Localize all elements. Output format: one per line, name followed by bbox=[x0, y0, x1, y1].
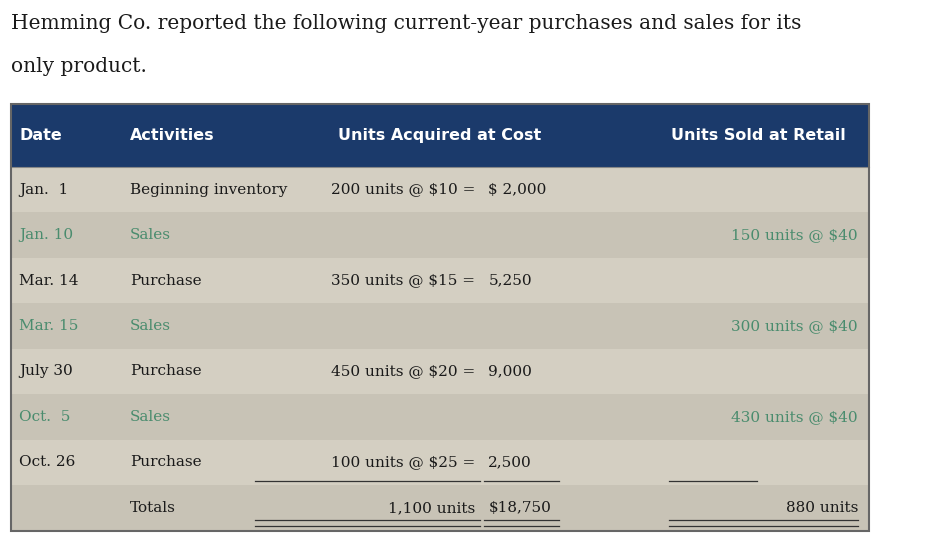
FancyBboxPatch shape bbox=[10, 212, 869, 258]
Text: 9,000: 9,000 bbox=[488, 364, 533, 379]
FancyBboxPatch shape bbox=[10, 303, 869, 349]
Text: Date: Date bbox=[19, 128, 62, 143]
Text: 450 units @ $20 =: 450 units @ $20 = bbox=[331, 364, 475, 379]
Text: Mar. 15: Mar. 15 bbox=[19, 319, 79, 333]
Text: only product.: only product. bbox=[10, 57, 147, 77]
Text: 880 units: 880 units bbox=[785, 501, 858, 515]
Text: Sales: Sales bbox=[131, 410, 171, 424]
FancyBboxPatch shape bbox=[10, 485, 869, 531]
FancyBboxPatch shape bbox=[10, 104, 869, 167]
Text: Hemming Co. reported the following current-year purchases and sales for its: Hemming Co. reported the following curre… bbox=[10, 14, 801, 33]
Text: 430 units @ $40: 430 units @ $40 bbox=[731, 410, 858, 424]
Text: Purchase: Purchase bbox=[131, 364, 201, 379]
Text: 1,100 units: 1,100 units bbox=[388, 501, 475, 515]
Text: 200 units @ $10 =: 200 units @ $10 = bbox=[331, 183, 475, 196]
Text: Totals: Totals bbox=[131, 501, 176, 515]
Text: Units Sold at Retail: Units Sold at Retail bbox=[671, 128, 846, 143]
Text: Purchase: Purchase bbox=[131, 274, 201, 288]
FancyBboxPatch shape bbox=[10, 394, 869, 440]
Text: Mar. 14: Mar. 14 bbox=[19, 274, 79, 288]
Text: $ 2,000: $ 2,000 bbox=[488, 183, 547, 196]
Text: 150 units @ $40: 150 units @ $40 bbox=[731, 228, 858, 242]
Text: Oct. 26: Oct. 26 bbox=[19, 456, 76, 469]
Text: 350 units @ $15 =: 350 units @ $15 = bbox=[331, 274, 475, 288]
Text: Units Acquired at Cost: Units Acquired at Cost bbox=[339, 128, 542, 143]
Text: Jan. 10: Jan. 10 bbox=[19, 228, 74, 242]
Text: Purchase: Purchase bbox=[131, 456, 201, 469]
Text: $18,750: $18,750 bbox=[488, 501, 552, 515]
Text: 5,250: 5,250 bbox=[488, 274, 532, 288]
Text: Sales: Sales bbox=[131, 228, 171, 242]
Text: Activities: Activities bbox=[131, 128, 215, 143]
Text: Oct.  5: Oct. 5 bbox=[19, 410, 71, 424]
Text: Beginning inventory: Beginning inventory bbox=[131, 183, 288, 196]
FancyBboxPatch shape bbox=[10, 167, 869, 531]
Text: Sales: Sales bbox=[131, 319, 171, 333]
Text: Jan.  1: Jan. 1 bbox=[19, 183, 69, 196]
Text: 2,500: 2,500 bbox=[488, 456, 533, 469]
Text: 300 units @ $40: 300 units @ $40 bbox=[731, 319, 858, 333]
Text: July 30: July 30 bbox=[19, 364, 73, 379]
Text: 100 units @ $25 =: 100 units @ $25 = bbox=[331, 456, 475, 469]
